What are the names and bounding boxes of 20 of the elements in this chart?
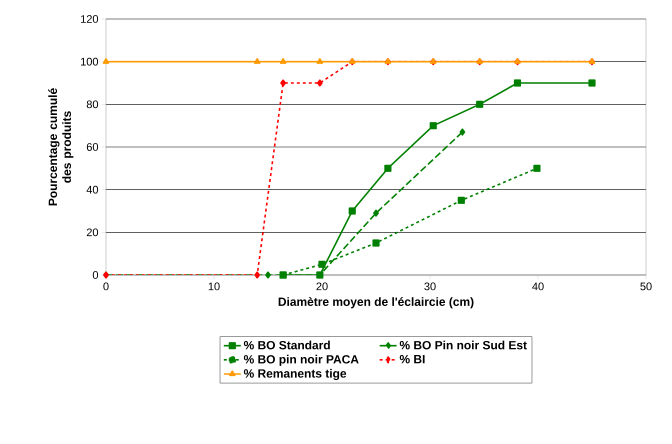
y-tick-label: 120 xyxy=(81,15,98,23)
y-axis-title: Pourcentage cumulé des produits xyxy=(48,88,74,206)
x-tick-label: 20 xyxy=(316,282,328,290)
legend-label: % BO Standard xyxy=(244,340,330,350)
x-axis-title: Diamètre moyen de l'éclaircie (cm) xyxy=(278,297,474,308)
y-tick-label: 80 xyxy=(86,100,98,108)
legend-label: % BO Pin noir Sud Est xyxy=(400,340,527,350)
legend-label: % BI xyxy=(400,354,425,364)
x-tick-label: 10 xyxy=(208,282,220,290)
x-tick-label: 0 xyxy=(103,282,109,290)
y-tick-label: 0 xyxy=(92,271,98,279)
legend-label: % Remanents tige xyxy=(244,368,346,380)
y-tick-label: 20 xyxy=(86,228,98,236)
y-tick-label: 40 xyxy=(86,186,98,194)
x-tick-label: 40 xyxy=(532,282,544,290)
y-tick-label: 60 xyxy=(86,143,98,151)
x-tick-label: 50 xyxy=(640,282,652,290)
y-tick-label: 100 xyxy=(81,58,98,66)
x-tick-label: 30 xyxy=(424,282,436,290)
legend-label: % BO pin noir PACA xyxy=(244,354,359,366)
